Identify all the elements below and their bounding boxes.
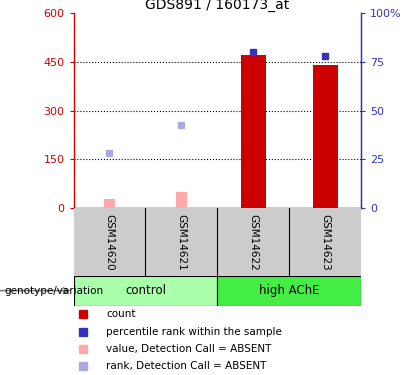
- Bar: [218, 208, 289, 276]
- Bar: [241, 56, 266, 208]
- Bar: [104, 199, 115, 208]
- Text: count: count: [107, 309, 136, 319]
- Text: rank, Detection Call = ABSENT: rank, Detection Call = ABSENT: [107, 362, 267, 371]
- Text: percentile rank within the sample: percentile rank within the sample: [107, 327, 282, 337]
- Bar: [218, 276, 361, 306]
- Text: GSM14620: GSM14620: [105, 214, 115, 270]
- Bar: [145, 208, 218, 276]
- Text: high AChE: high AChE: [259, 284, 320, 297]
- Text: value, Detection Call = ABSENT: value, Detection Call = ABSENT: [107, 344, 272, 354]
- Text: GSM14622: GSM14622: [248, 213, 258, 270]
- Text: GSM14621: GSM14621: [176, 213, 186, 270]
- Bar: [289, 208, 361, 276]
- Bar: [74, 276, 218, 306]
- Text: GSM14623: GSM14623: [320, 213, 330, 270]
- Title: GDS891 / 160173_at: GDS891 / 160173_at: [145, 0, 289, 12]
- Bar: [176, 192, 187, 208]
- Bar: [74, 208, 145, 276]
- Text: control: control: [125, 284, 166, 297]
- Bar: [312, 65, 338, 208]
- Text: genotype/variation: genotype/variation: [4, 286, 103, 296]
